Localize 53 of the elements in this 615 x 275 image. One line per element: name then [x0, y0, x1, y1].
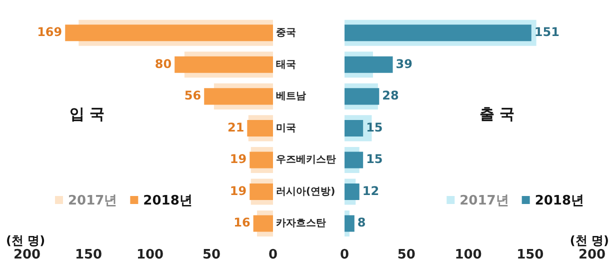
- bar: [247, 120, 273, 136]
- x-tick-label: 200: [578, 248, 606, 263]
- y-tick-label: 베트남: [276, 91, 306, 102]
- data-label: 39: [396, 56, 412, 71]
- bar: [344, 24, 532, 42]
- data-label: 80: [154, 56, 172, 71]
- text: 출 국: [479, 104, 515, 123]
- y-tick-label: 중국: [276, 27, 296, 38]
- y-tick-label: 우즈베키스탄: [276, 154, 336, 166]
- bar: [344, 120, 364, 136]
- x-tick-label: 100: [136, 248, 164, 263]
- data-label: 16: [234, 216, 250, 230]
- data-label: 21: [227, 120, 244, 134]
- x-tick-label: 0: [268, 248, 278, 263]
- data-label: 169: [37, 25, 62, 40]
- bar: [65, 24, 273, 42]
- x-tick-label: 100: [454, 248, 482, 263]
- x-axis-title: (천 명): [6, 234, 46, 248]
- data-label: 19: [230, 152, 247, 166]
- data-label: 15: [366, 120, 383, 134]
- bar: [250, 152, 273, 168]
- x-axis-title: (천 명): [570, 234, 609, 248]
- bar: [344, 56, 393, 73]
- text: 입 국: [69, 104, 105, 123]
- bar: [344, 215, 354, 232]
- x-tick-label: 50: [202, 248, 221, 263]
- bar: [250, 183, 273, 200]
- data-label: 15: [366, 152, 383, 166]
- y-tick-label: 미국: [276, 122, 296, 134]
- bar: [253, 215, 273, 232]
- data-label: 19: [230, 184, 247, 198]
- legend-label: 2017년: [68, 193, 118, 208]
- x-tick-label: 200: [13, 248, 41, 263]
- y-tick-label: 러시아(연방): [276, 186, 336, 198]
- data-label: 12: [362, 184, 380, 198]
- bar: [344, 88, 380, 105]
- data-label: 56: [184, 88, 202, 103]
- y-tick-label: 태국: [276, 59, 296, 70]
- data-label: 8: [357, 216, 366, 230]
- legend-label: 2017년: [460, 193, 509, 208]
- y-tick-label: 카자흐스탄: [276, 218, 326, 230]
- bar: [174, 56, 273, 73]
- data-label: 151: [534, 25, 560, 40]
- x-tick-label: 50: [397, 248, 416, 263]
- legend-label: 2018년: [534, 193, 584, 208]
- legend-label: 2018년: [143, 193, 192, 208]
- data-label: 28: [382, 88, 399, 103]
- bar: [344, 183, 360, 200]
- bar: [204, 88, 273, 105]
- x-tick-label: 0: [340, 248, 350, 263]
- x-tick-label: 150: [74, 248, 102, 263]
- x-tick-label: 150: [516, 248, 544, 263]
- bar: [344, 152, 364, 168]
